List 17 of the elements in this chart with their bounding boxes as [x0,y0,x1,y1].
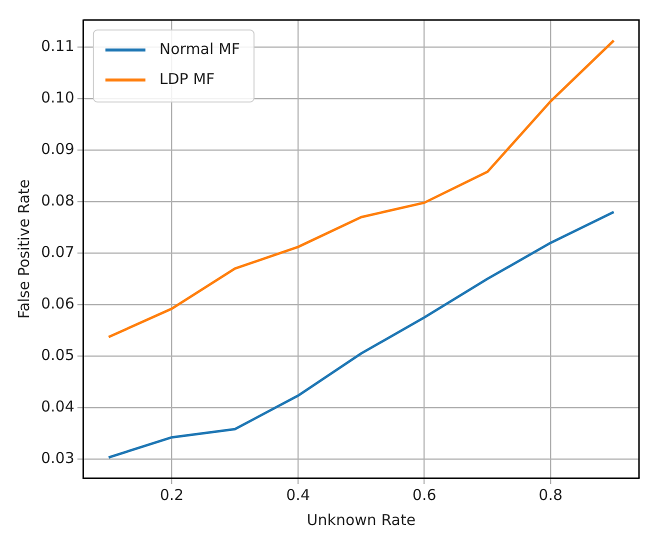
y-tick-label: 0.05 [40,346,74,364]
legend-label: Normal MF [159,40,240,58]
y-tick-label: 0.10 [40,88,74,107]
y-tick-label: 0.03 [40,448,74,467]
x-tick-label: 0.8 [538,486,563,504]
y-tick-label: 0.11 [40,37,74,56]
x-tick-label: 0.4 [286,486,310,504]
x-tick-label: 0.2 [160,486,184,504]
x-tick-label: 0.6 [412,486,436,504]
x-axis-title: Unknown Rate [306,510,416,529]
y-axis-title: False Positive Rate [14,179,33,319]
y-tick-label: 0.06 [40,294,74,312]
y-tick-label: 0.04 [40,397,74,416]
legend-label: LDP MF [159,70,215,88]
y-tick-label: 0.08 [40,192,74,210]
y-tick-label: 0.09 [40,140,74,158]
y-tick-label: 0.07 [40,243,74,262]
